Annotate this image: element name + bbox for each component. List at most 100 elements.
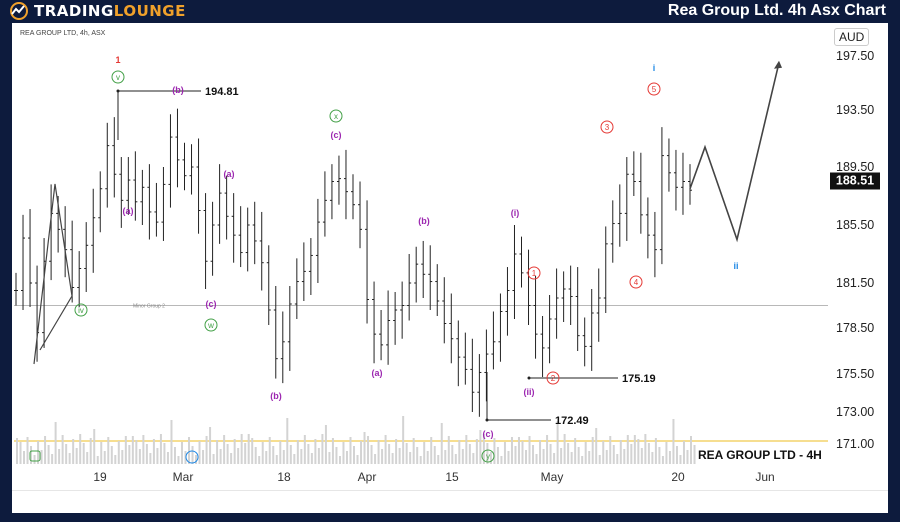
volume-bar [479,430,482,464]
volume-bar [138,449,141,464]
volume-bar [328,452,331,464]
volume-bar [86,452,89,464]
volume-bar [675,446,678,464]
volume-bar [149,453,152,464]
volume-bar [633,435,636,464]
volume-bar [370,445,373,464]
wave-label: ii [733,261,738,271]
volume-bar [89,438,92,464]
volume-bar [517,437,520,464]
volume-bar [598,455,601,464]
volume-bar [612,445,615,464]
x-tick-label: Mar [172,470,194,484]
wave-label: (b) [270,391,282,401]
volume-bar [82,443,85,464]
volume-bar [237,448,240,464]
volume-bar [202,450,205,464]
y-tick-label: 171.00 [836,437,875,451]
volume-bar [51,454,54,464]
volume-bar [191,446,194,464]
x-tick-label: 20 [671,470,685,484]
wave-label: (c) [483,429,494,439]
volume-bar [226,444,229,464]
volume-bar [553,453,556,464]
page-title: Rea Group Ltd. 4h Asx Chart [667,2,886,19]
volume-bar [563,434,566,464]
volume-bar [693,445,696,464]
volume-bar [68,453,71,464]
chart-area[interactable] [12,23,888,490]
volume-bar [398,448,401,464]
volume-bar [637,439,640,464]
currency-label[interactable]: AUD [834,28,870,46]
volume-bar [198,441,201,464]
volume-bar [521,441,524,464]
volume-bar [640,448,643,464]
y-tick-label: 185.50 [836,218,875,232]
volume-bar [265,451,268,464]
volume-bar [496,447,499,464]
volume-bar [405,443,408,464]
volume-bar [567,443,570,464]
volume-bar [461,449,464,464]
volume-bar [307,444,310,464]
volume-bar [412,438,415,464]
wave-label: w [207,321,214,330]
wave-label: 1 [115,55,120,65]
minor-group-label: Minor Group 2 [133,304,165,310]
volume-bar [574,438,577,464]
volume-bar [163,443,166,464]
volume-bar [647,443,650,464]
volume-bar [388,444,391,464]
volume-bar [602,441,605,464]
volume-bar [303,435,306,464]
volume-bar [447,436,450,464]
volume-bar [626,435,629,464]
volume-bar [623,449,626,464]
volume-bar [444,450,447,464]
wave-label-circle [204,318,218,332]
volume-bar [419,456,422,464]
chart-footer [12,490,888,513]
volume-bar [254,447,257,464]
wave-label: x [334,112,338,121]
volume-bar [539,440,542,464]
projection-arrow-icon [774,60,782,69]
volume-bar [475,439,478,464]
volume-bar [672,419,675,464]
volume-bar [391,453,394,464]
volume-bar [616,454,619,464]
volume-bar [282,450,285,464]
volume-bar [72,439,75,464]
wave-label: 4 [634,278,639,287]
volume-bar [503,442,506,464]
volume-bar [47,445,50,464]
wave-label-circle [546,371,560,385]
volume-bar [591,437,594,464]
volume-bar [275,455,278,464]
volume-bar [458,440,461,464]
current-price-badge: 188.51 [830,172,880,190]
wave-label: y [486,452,490,461]
volume-bar [100,442,103,464]
volume-bar [310,453,313,464]
volume-bar [75,448,78,464]
volume-bar [205,436,208,464]
volume-bar [230,453,233,464]
wave-label-circle [527,266,541,280]
volume-bar [124,436,127,464]
volume-bar [644,434,647,464]
wave-label: 1 [532,269,537,278]
volume-bar [360,441,363,464]
volume-bar [58,449,61,464]
volume-bar [79,434,82,464]
volume-bar [166,452,169,464]
volume-bar [363,432,366,464]
wave-label: iv [78,306,84,315]
volume-bar [468,444,471,464]
volume-bar [535,454,538,464]
volume-bar [345,451,348,464]
volume-bar [546,435,549,464]
volume-bar [268,437,271,464]
